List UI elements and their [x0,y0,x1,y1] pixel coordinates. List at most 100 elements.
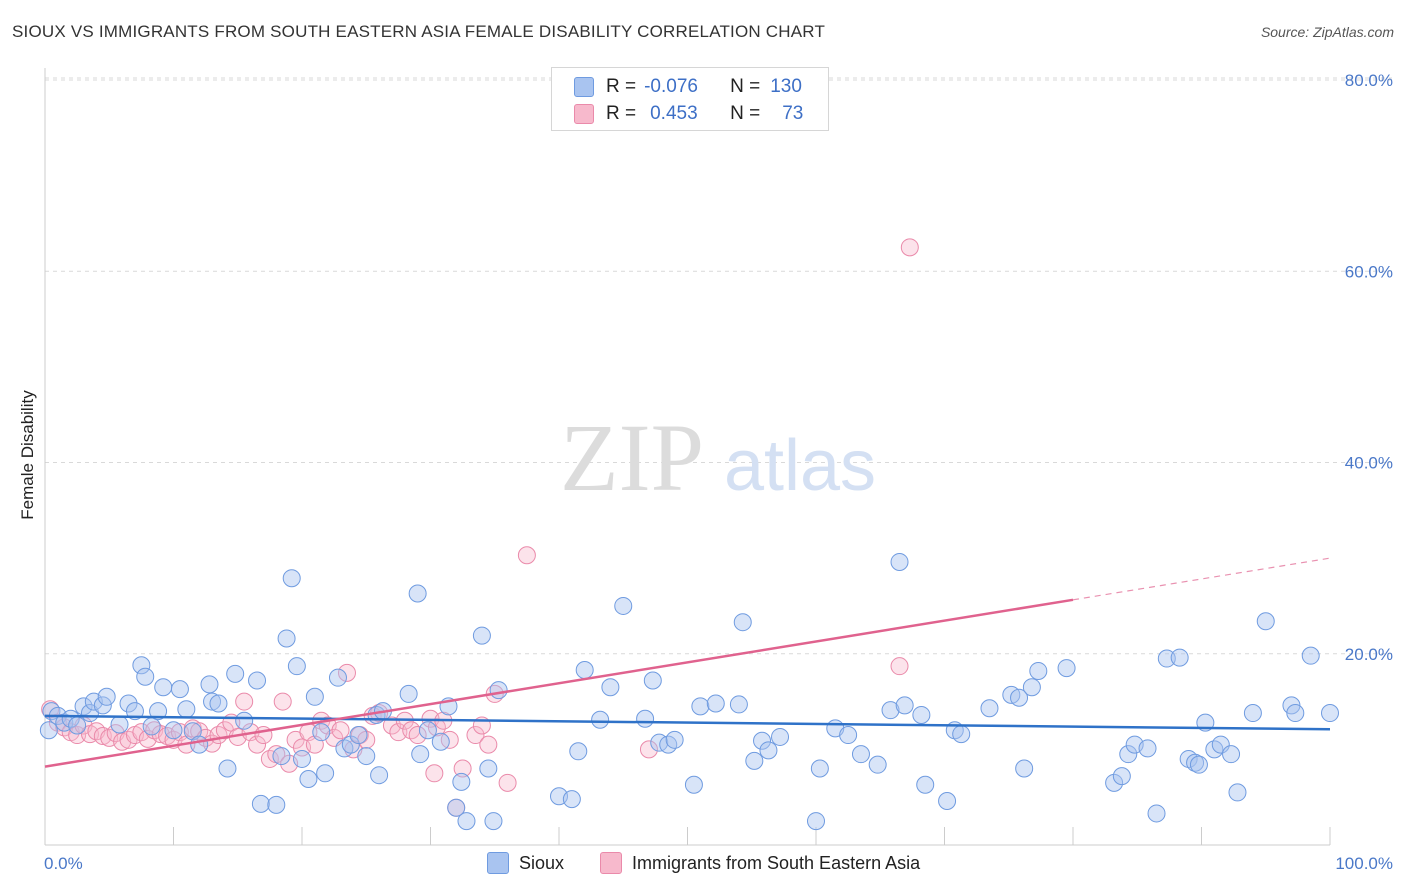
point-sioux [489,681,508,700]
point-sioux [890,552,909,571]
point-sioux [980,699,999,718]
point-immigrants [68,726,87,745]
point-sioux [851,745,870,764]
point-sioux [349,726,368,745]
point-sioux [753,731,772,750]
legend-label-immigrants: Immigrants from South Eastern Asia [632,852,921,873]
y-tick-label: 60.0% [1345,262,1393,281]
point-immigrants [273,692,292,711]
point-sioux [691,697,710,716]
point-sioux [251,794,270,813]
watermark-zip: ZIP [560,404,704,511]
data-points [39,238,1339,831]
point-sioux [807,812,825,831]
point-sioux [1189,755,1208,774]
point-sioux [591,710,610,729]
legend-item-immigrants[interactable]: Immigrants from South Eastern Asia [600,852,920,874]
point-immigrants [408,726,427,745]
y-tick-label: 40.0% [1345,454,1393,473]
x-tick-label: 0.0% [44,854,83,873]
point-sioux [1029,661,1048,680]
point-immigrants [235,692,254,711]
point-sioux [305,687,324,706]
point-sioux [472,626,491,645]
y-tick-label: 20.0% [1345,645,1393,664]
gridlines [45,77,1392,655]
point-immigrants [466,726,485,745]
point-sioux [1015,759,1034,778]
point-sioux [706,694,725,713]
x-tick-label: 100.0% [1335,854,1393,873]
point-sioux [418,721,437,740]
point-sioux [142,717,161,736]
legend-row-immigrants: R = 0.453 N = 73 [574,102,803,126]
watermark-atlas: atlas [724,426,876,506]
y-axis-label: Female Disability [18,390,37,520]
point-sioux [881,701,900,720]
point-sioux [759,741,778,760]
point-sioux [729,695,748,714]
point-sioux [200,675,219,694]
legend-r-label: R = [606,103,637,124]
point-sioux [771,727,790,746]
point-sioux [1147,804,1166,823]
point-immigrants [639,740,658,759]
legend-n-value: 130 [770,76,802,97]
legend-n-label: N = [730,76,761,97]
point-sioux [1321,704,1339,723]
point-sioux [68,716,87,735]
stats-legend: R = -0.076 N = 130 R = 0.453 N = 73 [551,67,829,131]
trend-line-extension [1072,557,1331,601]
point-sioux [938,792,957,811]
point-sioux [328,668,347,687]
series-legend: Sioux Immigrants from South Eastern Asia [0,852,1406,876]
point-sioux [272,747,291,766]
watermark: ZIP atlas [560,404,876,511]
point-sioux [1222,745,1241,764]
point-sioux [408,584,427,603]
point-sioux [399,684,418,703]
legend-n-value: 73 [782,103,804,124]
point-sioux [431,732,450,751]
point-immigrants [337,663,356,682]
point-sioux [39,721,58,740]
point-sioux [484,812,503,831]
point-sioux [125,702,144,721]
point-sioux [1286,704,1305,723]
point-sioux [316,764,335,783]
point-sioux [447,798,466,817]
point-sioux [287,657,306,676]
point-sioux [601,678,620,697]
legend-swatch-immigrants [600,852,622,874]
point-sioux [1112,767,1131,786]
point-sioux [357,747,376,766]
point-sioux [562,790,581,809]
point-sioux [575,661,594,680]
point-sioux [1105,773,1124,792]
point-sioux [1010,688,1029,707]
point-sioux [1119,745,1138,764]
source-label: Source: ZipAtlas.com [1260,24,1394,40]
point-sioux [745,751,764,770]
legend-item-sioux[interactable]: Sioux [487,852,564,874]
point-sioux [1170,648,1189,667]
point-sioux [61,709,80,728]
point-sioux [650,733,669,752]
legend-n-label: N = [730,103,761,124]
point-sioux [569,742,588,761]
point-sioux [411,745,430,764]
point-sioux [665,730,684,749]
point-sioux [248,671,267,690]
point-sioux [733,613,752,632]
point-sioux [282,569,301,588]
point-immigrants [498,773,517,792]
point-immigrants [900,238,919,257]
point-immigrants [190,722,209,741]
point-sioux [136,667,155,686]
point-sioux [226,664,245,683]
trend-lines [44,557,1331,768]
point-sioux [1228,783,1247,802]
point-sioux [810,759,829,778]
legend-r-value: -0.076 [644,76,698,97]
point-sioux [1138,739,1157,758]
